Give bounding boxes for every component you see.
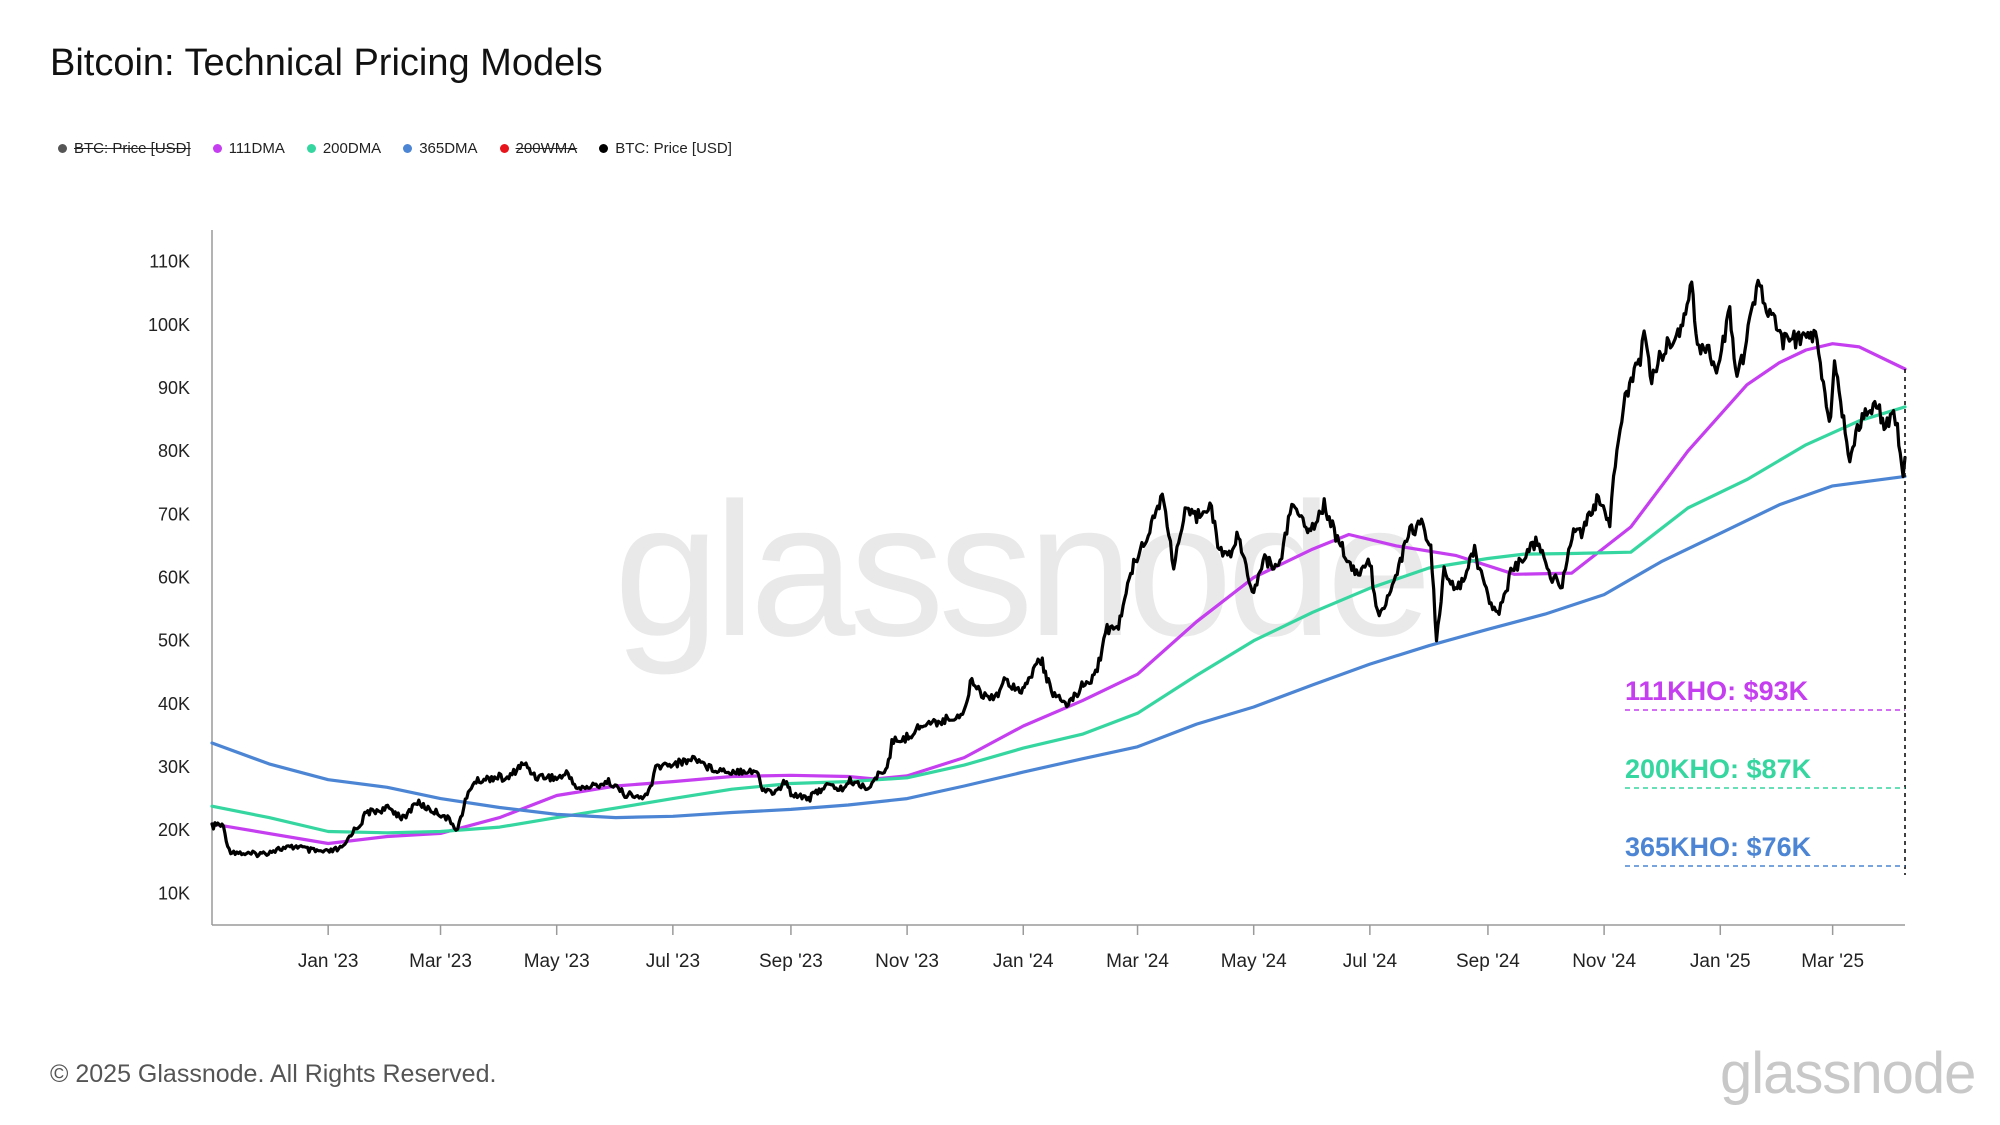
y-tick-label: 20K (158, 820, 190, 840)
legend-label: BTC: Price [USD] (615, 140, 732, 157)
chart-title: Bitcoin: Technical Pricing Models (50, 42, 603, 84)
series-line-365dma (210, 474, 1907, 820)
legend-item-200dma[interactable]: 200DMA (306, 140, 382, 157)
legend-dot-icon (58, 144, 67, 153)
y-axis: 10K 20K 30K 40K 50K 60K 70K 80K 90K 100K 110K (148, 230, 213, 925)
y-tick-label: 30K (158, 757, 190, 777)
legend-dot-icon (403, 144, 413, 153)
legend-dot-icon (212, 144, 222, 153)
x-tick-label: May '24 (1221, 951, 1287, 972)
legend-label: 365DMA (419, 140, 478, 157)
y-tick-label: 60K (158, 568, 190, 588)
annotation-label: 200KHO: $87K (1625, 754, 1812, 784)
legend-label: 200WMA (515, 140, 578, 157)
y-tick-label: 50K (158, 631, 190, 651)
x-tick-label: Jan '24 (993, 951, 1054, 972)
x-axis: Jan '23 Mar '23 May '23 Jul '23 Sep '23 Nov '… (212, 924, 1905, 972)
legend-item-365dma[interactable]: 365DMA (403, 140, 478, 157)
legend-item-btc-price[interactable]: BTC: Price [USD] (599, 140, 732, 157)
y-tick-label: 80K (158, 441, 190, 461)
x-tick-label: Mar '24 (1106, 951, 1169, 972)
x-tick-label: May '23 (524, 951, 590, 972)
legend-item-btc-price-hidden[interactable]: BTC: Price [USD] (58, 140, 191, 157)
legend-label: 111DMA (228, 140, 285, 157)
y-tick-label: 70K (158, 504, 190, 524)
legend-dot-icon (306, 144, 316, 153)
x-tick-label: Mar '25 (1801, 951, 1864, 972)
price-chart[interactable]: glassnode 10K 20K 30K 40K 50K 60K 70K 80K 90K 100… (0, 0, 2000, 1000)
annotation-layer: 111KHO: $93K 200KHO: $87K 365KHO: $76K (1625, 369, 1906, 875)
legend-label: 200DMA (322, 140, 382, 157)
annotation-label: 111KHO: $93K (1625, 676, 1809, 706)
chart-legend: BTC: Price [USD] 111DMA 200DMA 365DMA 20… (58, 140, 732, 157)
y-tick-label: 90K (158, 378, 190, 398)
y-tick-label: 10K (158, 883, 190, 903)
watermark: glassnode (614, 464, 1426, 676)
x-tick-label: Jan '23 (298, 951, 359, 972)
copyright: © 2025 Glassnode. All Rights Reserved. (50, 1060, 497, 1088)
y-tick-label: 110K (149, 252, 190, 272)
x-tick-label: Nov '24 (1572, 951, 1636, 972)
y-tick-label: 40K (158, 694, 190, 714)
series-line-btc-price-usd (210, 278, 1907, 859)
annotation-label: 365KHO: $76K (1625, 832, 1812, 862)
legend-dot-icon (499, 144, 509, 153)
legend-label: BTC: Price [USD] (74, 140, 191, 157)
legend-item-111dma[interactable]: 111DMA (212, 140, 285, 157)
series-line-111dma (210, 342, 1907, 846)
x-tick-label: Mar '23 (409, 951, 472, 972)
y-tick-label: 100K (148, 315, 190, 335)
x-tick-label: Nov '23 (875, 951, 939, 972)
x-tick-label: Jul '24 (1343, 951, 1398, 972)
legend-item-200wma[interactable]: 200WMA (499, 140, 578, 157)
x-tick-label: Sep '23 (759, 951, 823, 972)
series-line-200dma (210, 405, 1907, 835)
glassnode-logo: glassnode (1720, 1041, 1976, 1106)
legend-dot-icon (599, 144, 609, 153)
x-tick-label: Jan '25 (1690, 951, 1751, 972)
series-layer (210, 278, 1907, 859)
x-tick-label: Jul '23 (646, 951, 700, 972)
x-tick-label: Sep '24 (1456, 951, 1520, 972)
